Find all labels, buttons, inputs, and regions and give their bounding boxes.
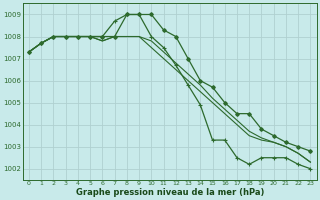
X-axis label: Graphe pression niveau de la mer (hPa): Graphe pression niveau de la mer (hPa)	[76, 188, 264, 197]
